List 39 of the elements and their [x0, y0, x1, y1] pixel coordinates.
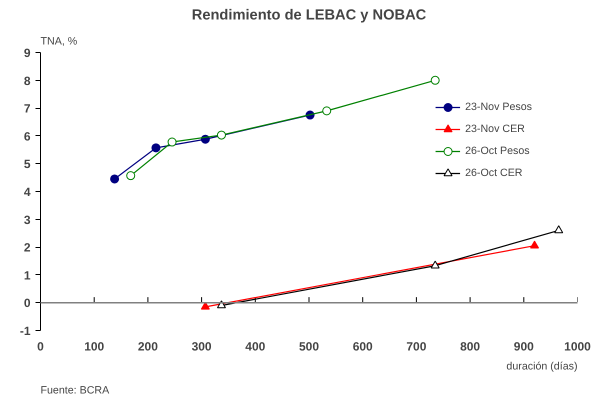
- legend-label: 23-Nov CER: [465, 123, 525, 135]
- x-tick-label: 800: [460, 340, 480, 354]
- x-axis-title: duración (días): [506, 360, 578, 372]
- x-tick-label: 300: [192, 340, 212, 354]
- x-tick-label: 400: [245, 340, 266, 354]
- x-tick-label: 700: [406, 340, 427, 354]
- x-tick-label: 600: [352, 340, 374, 354]
- y-tick-label: 4: [24, 185, 31, 199]
- x-tick-label: 500: [298, 340, 320, 354]
- legend-label: 26-Oct Pesos: [465, 145, 530, 157]
- x-tick-label: 900: [514, 340, 534, 354]
- x-tick-label: 100: [84, 340, 105, 354]
- point: [322, 106, 332, 116]
- y-tick-label: 0: [24, 296, 31, 310]
- y-tick-label: -1: [20, 324, 31, 338]
- point: [216, 130, 226, 140]
- y-tick-label: 5: [24, 157, 31, 172]
- point: [554, 225, 564, 234]
- x-tick-label: 1000: [564, 340, 592, 354]
- x-tick-label: 0: [37, 340, 44, 354]
- point: [110, 174, 120, 184]
- point: [430, 76, 440, 85]
- y-tick-label: 3: [24, 212, 31, 227]
- legend-label: 23-Nov Pesos: [465, 101, 532, 113]
- y-tick-label: 6: [24, 129, 31, 144]
- y-tick-label: 1: [24, 268, 31, 282]
- x-tick-label: 200: [138, 340, 158, 354]
- point: [168, 138, 177, 147]
- point: [126, 171, 136, 180]
- y-tick-label: 7: [24, 102, 31, 116]
- y-tick-label: 8: [24, 74, 31, 88]
- legend-label: 26-Oct CER: [465, 167, 523, 179]
- y-tick-label: 9: [24, 46, 31, 60]
- y-axis-title: TNA, %: [40, 36, 78, 48]
- chart-title: Rendimiento de LEBAC y NOBAC: [192, 8, 427, 24]
- point: [430, 260, 440, 269]
- point: [151, 143, 160, 152]
- y-tick-label: 2: [24, 240, 31, 255]
- source-note: Fuente: BCRA: [40, 384, 110, 396]
